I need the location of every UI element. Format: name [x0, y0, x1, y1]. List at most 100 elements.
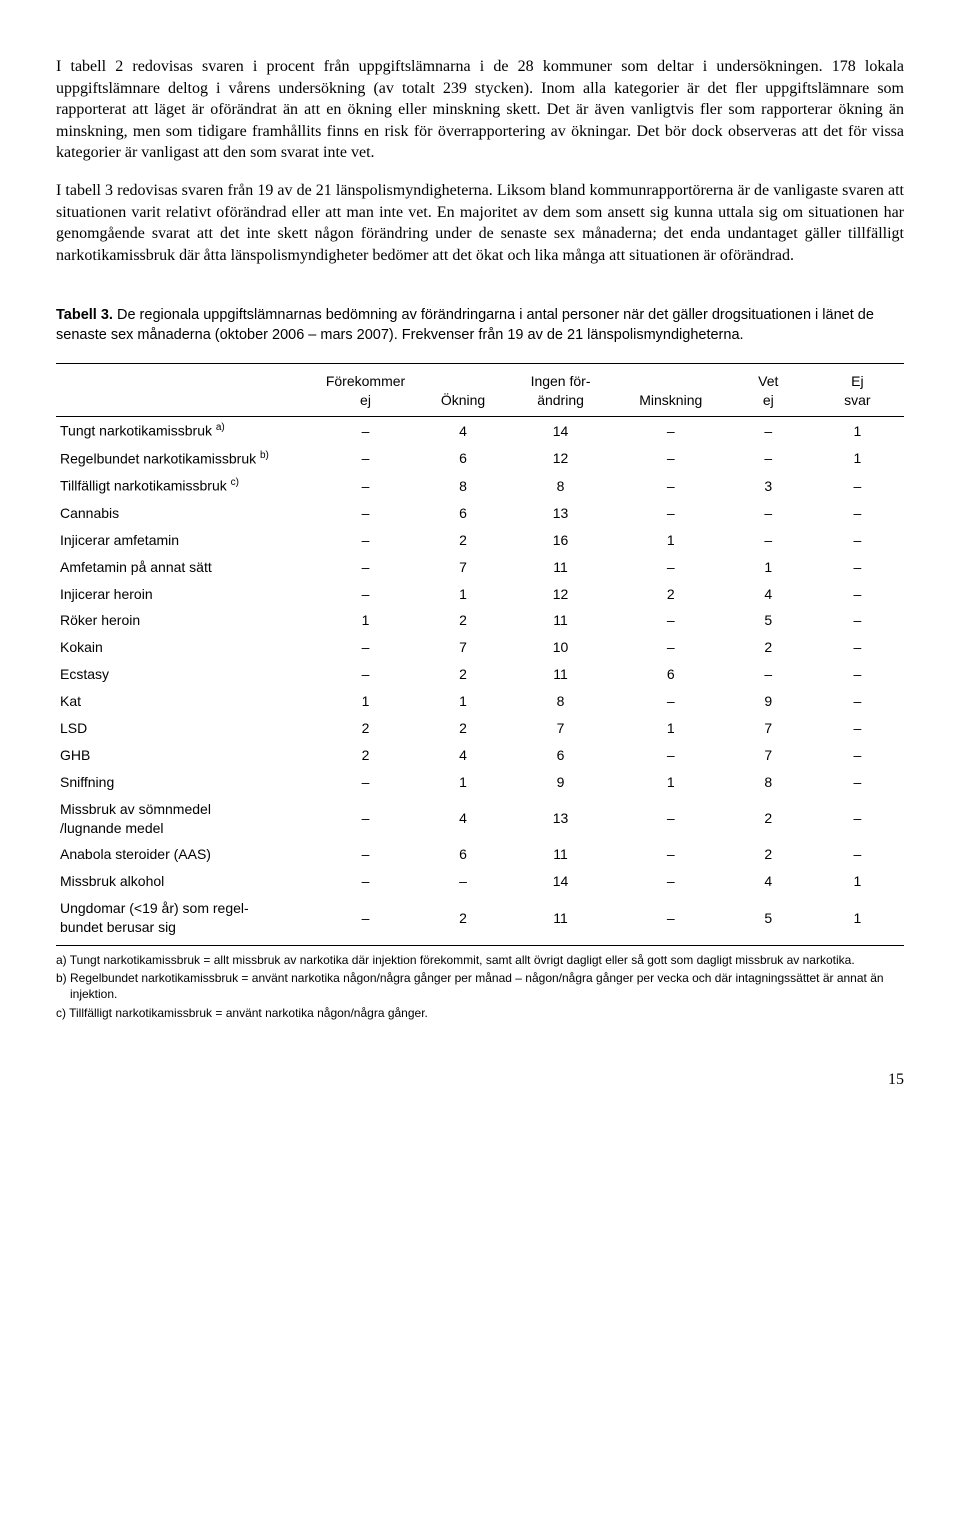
- table-cell: 4: [726, 868, 811, 895]
- table-caption-text: De regionala uppgiftslämnarnas bedömning…: [56, 307, 874, 343]
- table-cell: –: [616, 607, 726, 634]
- body-paragraph-1: I tabell 2 redovisas svaren i procent fr…: [56, 56, 904, 164]
- table-cell: –: [811, 841, 904, 868]
- table-cell: 6: [421, 445, 506, 473]
- table-footnotes: a) Tungt narkotikamissbruk = allt missbr…: [56, 952, 904, 1021]
- table-cell: 13: [505, 500, 615, 527]
- row-label: Ungdomar (<19 år) som regel-bundet berus…: [56, 895, 310, 945]
- table-cell: 5: [726, 895, 811, 945]
- table-cell: 5: [726, 607, 811, 634]
- table-cell: –: [811, 581, 904, 608]
- table-cell: 1: [310, 688, 420, 715]
- table-row: GHB246–7–: [56, 742, 904, 769]
- table-cell: 7: [421, 554, 506, 581]
- table-cell: 1: [310, 607, 420, 634]
- table-header-row: FörekommerejÖkningIngen för-ändringMinsk…: [56, 364, 904, 417]
- table-cell: 12: [505, 445, 615, 473]
- row-label: Injicerar amfetamin: [56, 527, 310, 554]
- table-cell: –: [726, 445, 811, 473]
- row-label: GHB: [56, 742, 310, 769]
- page-number: 15: [56, 1069, 904, 1091]
- table-row: Tungt narkotikamissbruk a)–414––1: [56, 417, 904, 445]
- table-cell: 1: [616, 769, 726, 796]
- table-cell: –: [811, 742, 904, 769]
- table-cell: –: [616, 445, 726, 473]
- column-header: Minskning: [616, 364, 726, 417]
- table-cell: –: [726, 527, 811, 554]
- table-cell: 7: [726, 715, 811, 742]
- table-row: Kat118–9–: [56, 688, 904, 715]
- table-cell: 1: [421, 581, 506, 608]
- table-cell: 11: [505, 554, 615, 581]
- table-cell: –: [811, 527, 904, 554]
- table-cell: 1: [811, 895, 904, 945]
- table-cell: 6: [421, 500, 506, 527]
- table-cell: –: [616, 417, 726, 445]
- table-cell: 2: [421, 895, 506, 945]
- table-cell: –: [310, 769, 420, 796]
- table-cell: –: [310, 661, 420, 688]
- table-row: Anabola steroider (AAS)–611–2–: [56, 841, 904, 868]
- row-label: Missbruk alkohol: [56, 868, 310, 895]
- table-cell: –: [811, 634, 904, 661]
- table-cell: 7: [505, 715, 615, 742]
- table-cell: –: [616, 895, 726, 945]
- table-cell: –: [310, 841, 420, 868]
- table-cell: –: [310, 527, 420, 554]
- table-cell: –: [421, 868, 506, 895]
- table-cell: 2: [421, 715, 506, 742]
- table-cell: 10: [505, 634, 615, 661]
- table-cell: –: [811, 661, 904, 688]
- table-row: Cannabis–613–––: [56, 500, 904, 527]
- row-label: Kokain: [56, 634, 310, 661]
- table-cell: 14: [505, 417, 615, 445]
- table-row: Injicerar heroin–11224–: [56, 581, 904, 608]
- table-cell: 6: [505, 742, 615, 769]
- table-cell: 6: [616, 661, 726, 688]
- table-cell: 2: [310, 742, 420, 769]
- table-cell: –: [811, 500, 904, 527]
- column-header: [56, 364, 310, 417]
- row-label: Missbruk av sömnmedel/lugnande medel: [56, 796, 310, 842]
- table-row: Amfetamin på annat sätt–711–1–: [56, 554, 904, 581]
- row-label: Amfetamin på annat sätt: [56, 554, 310, 581]
- footnote-b: b) Regelbundet narkotikamissbruk = använ…: [56, 970, 904, 1002]
- table-cell: 11: [505, 661, 615, 688]
- table-cell: 1: [616, 527, 726, 554]
- table-cell: 14: [505, 868, 615, 895]
- table-cell: 1: [421, 769, 506, 796]
- table-cell: –: [726, 417, 811, 445]
- table-row: Sniffning–1918–: [56, 769, 904, 796]
- table-cell: –: [616, 634, 726, 661]
- table-cell: 2: [421, 661, 506, 688]
- table-cell: 8: [505, 688, 615, 715]
- column-header: Vetej: [726, 364, 811, 417]
- table-cell: 12: [505, 581, 615, 608]
- table-cell: –: [310, 868, 420, 895]
- table-row: Missbruk av sömnmedel/lugnande medel–413…: [56, 796, 904, 842]
- footnote-a: a) Tungt narkotikamissbruk = allt missbr…: [56, 952, 904, 968]
- table-cell: 4: [726, 581, 811, 608]
- table-cell: 4: [421, 417, 506, 445]
- table-cell: 9: [505, 769, 615, 796]
- table-cell: –: [616, 472, 726, 500]
- table-cell: 8: [505, 472, 615, 500]
- row-label: Cannabis: [56, 500, 310, 527]
- table-cell: 11: [505, 607, 615, 634]
- table-cell: 16: [505, 527, 615, 554]
- table-cell: –: [310, 796, 420, 842]
- row-label: Anabola steroider (AAS): [56, 841, 310, 868]
- table-row: Tillfälligt narkotikamissbruk c)–88–3–: [56, 472, 904, 500]
- table-row: Injicerar amfetamin–2161––: [56, 527, 904, 554]
- table-cell: 6: [421, 841, 506, 868]
- table-cell: –: [616, 868, 726, 895]
- table-cell: 9: [726, 688, 811, 715]
- table-cell: –: [310, 417, 420, 445]
- table-cell: –: [616, 796, 726, 842]
- table-cell: –: [310, 554, 420, 581]
- table-cell: 2: [726, 841, 811, 868]
- table-cell: 2: [616, 581, 726, 608]
- table-cell: 7: [421, 634, 506, 661]
- table-cell: 1: [811, 868, 904, 895]
- table-cell: –: [811, 715, 904, 742]
